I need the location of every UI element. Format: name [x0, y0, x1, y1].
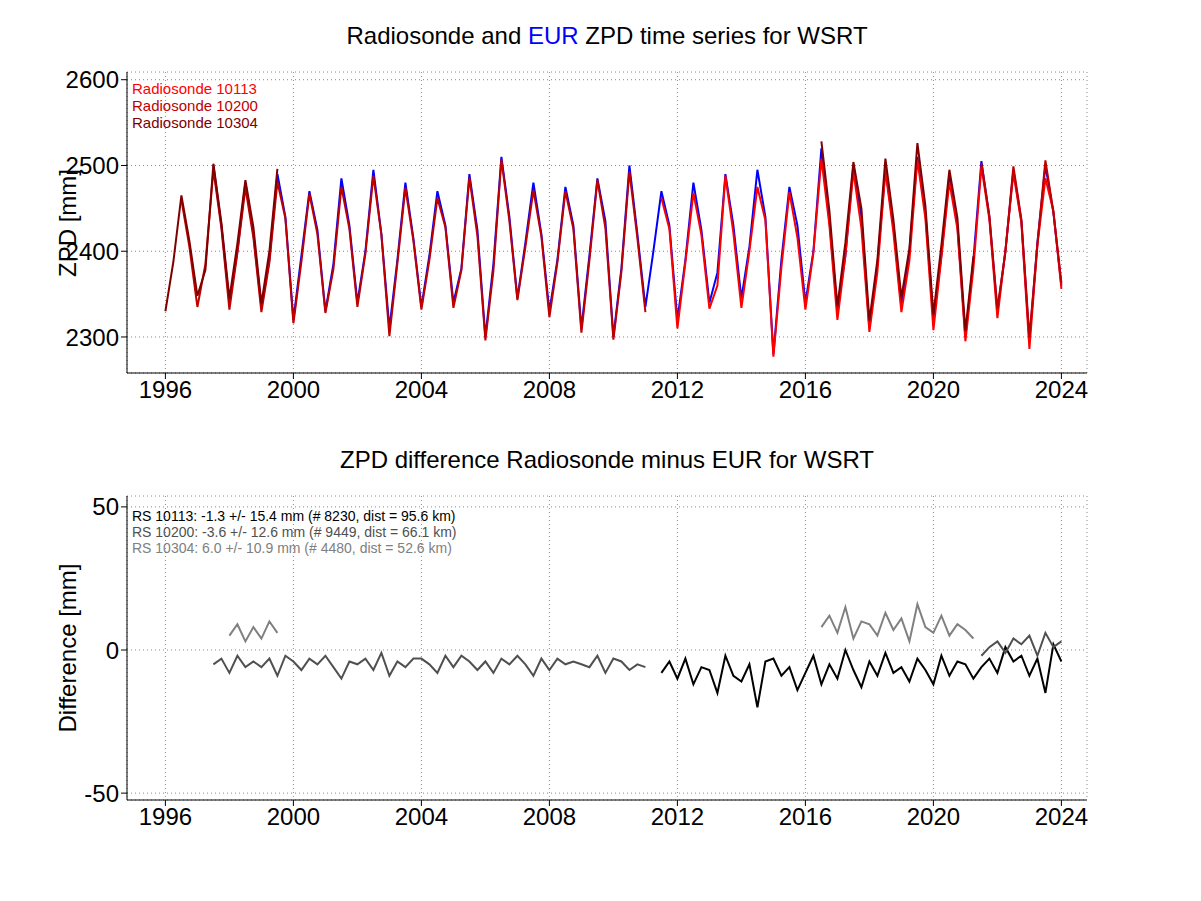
svg-text:2500: 2500 [66, 152, 119, 179]
html-text:RS 10113: -1.3 +/- 15.4 mm (#: RS 10113: -1.3 +/- 15.4 mm (# 8230, dist… [132, 508, 456, 524]
svg-text:2004: 2004 [395, 803, 448, 830]
svg-text:2012: 2012 [651, 376, 704, 403]
svg-text:2300: 2300 [66, 324, 119, 351]
html-text:Radiosonde 10304: Radiosonde 10304 [132, 114, 258, 131]
svg-text:2000: 2000 [267, 376, 320, 403]
svg-text:2016: 2016 [779, 803, 832, 830]
html-text:ZPD [mm]: ZPD [mm] [54, 168, 81, 277]
svg-text:2020: 2020 [907, 803, 960, 830]
svg-text:2012: 2012 [651, 803, 704, 830]
svg-text:2024: 2024 [1035, 376, 1088, 403]
html-text:Difference [mm]: Difference [mm] [54, 563, 81, 733]
svg-text:2024: 2024 [1035, 803, 1088, 830]
svg-text:2000: 2000 [267, 803, 320, 830]
html-text:RS 10304: 6.0 +/- 10.9 mm (# 4: RS 10304: 6.0 +/- 10.9 mm (# 4480, dist … [132, 540, 452, 556]
html-text:Radiosonde and EUR ZPD time se: Radiosonde and EUR ZPD time series for W… [346, 22, 868, 49]
svg-text:50: 50 [92, 493, 119, 520]
html-text:Radiosonde 10113: Radiosonde 10113 [132, 80, 257, 97]
html-text:Radiosonde 10200: Radiosonde 10200 [132, 97, 258, 114]
html-text:ZPD difference Radiosonde minu: ZPD difference Radiosonde minus EUR for … [340, 446, 874, 473]
svg-text:2016: 2016 [779, 376, 832, 403]
svg-text:2008: 2008 [523, 803, 576, 830]
svg-text:2020: 2020 [907, 376, 960, 403]
svg-text:2400: 2400 [66, 238, 119, 265]
svg-text:-50: -50 [84, 780, 119, 807]
html-text:RS 10200: -3.6 +/- 12.6 mm (#: RS 10200: -3.6 +/- 12.6 mm (# 9449, dist… [132, 524, 457, 540]
svg-text:2004: 2004 [395, 376, 448, 403]
svg-text:2008: 2008 [523, 376, 576, 403]
svg-text:0: 0 [106, 637, 119, 664]
svg-text:1996: 1996 [139, 376, 192, 403]
svg-text:2600: 2600 [66, 66, 119, 93]
svg-text:1996: 1996 [139, 803, 192, 830]
